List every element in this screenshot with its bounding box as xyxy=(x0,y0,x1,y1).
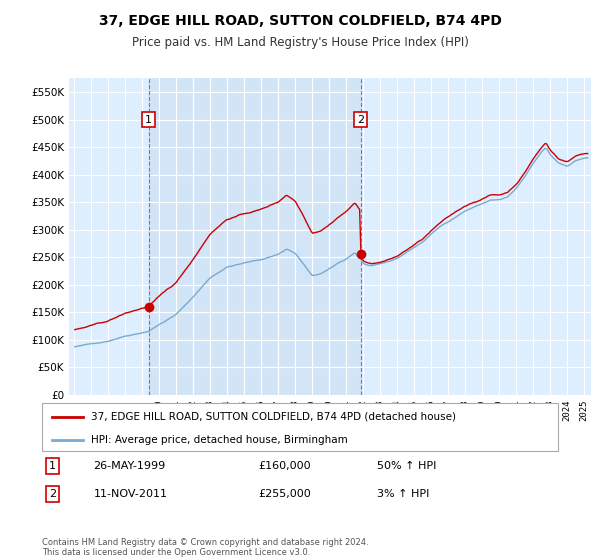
Text: 2: 2 xyxy=(357,115,364,125)
Text: HPI: Average price, detached house, Birmingham: HPI: Average price, detached house, Birm… xyxy=(91,435,348,445)
Text: 3% ↑ HPI: 3% ↑ HPI xyxy=(377,489,430,499)
Text: 37, EDGE HILL ROAD, SUTTON COLDFIELD, B74 4PD (detached house): 37, EDGE HILL ROAD, SUTTON COLDFIELD, B7… xyxy=(91,412,456,422)
FancyBboxPatch shape xyxy=(42,403,558,451)
Text: Contains HM Land Registry data © Crown copyright and database right 2024.
This d: Contains HM Land Registry data © Crown c… xyxy=(42,538,368,557)
Text: 11-NOV-2011: 11-NOV-2011 xyxy=(94,489,167,499)
Bar xyxy=(149,78,361,395)
Text: 26-MAY-1999: 26-MAY-1999 xyxy=(94,461,166,471)
Text: £255,000: £255,000 xyxy=(259,489,311,499)
Text: 1: 1 xyxy=(145,115,152,125)
Text: 1: 1 xyxy=(49,461,56,471)
Text: 37, EDGE HILL ROAD, SUTTON COLDFIELD, B74 4PD: 37, EDGE HILL ROAD, SUTTON COLDFIELD, B7… xyxy=(98,14,502,28)
Text: £160,000: £160,000 xyxy=(259,461,311,471)
Text: 50% ↑ HPI: 50% ↑ HPI xyxy=(377,461,437,471)
Text: Price paid vs. HM Land Registry's House Price Index (HPI): Price paid vs. HM Land Registry's House … xyxy=(131,36,469,49)
Text: 2: 2 xyxy=(49,489,56,499)
